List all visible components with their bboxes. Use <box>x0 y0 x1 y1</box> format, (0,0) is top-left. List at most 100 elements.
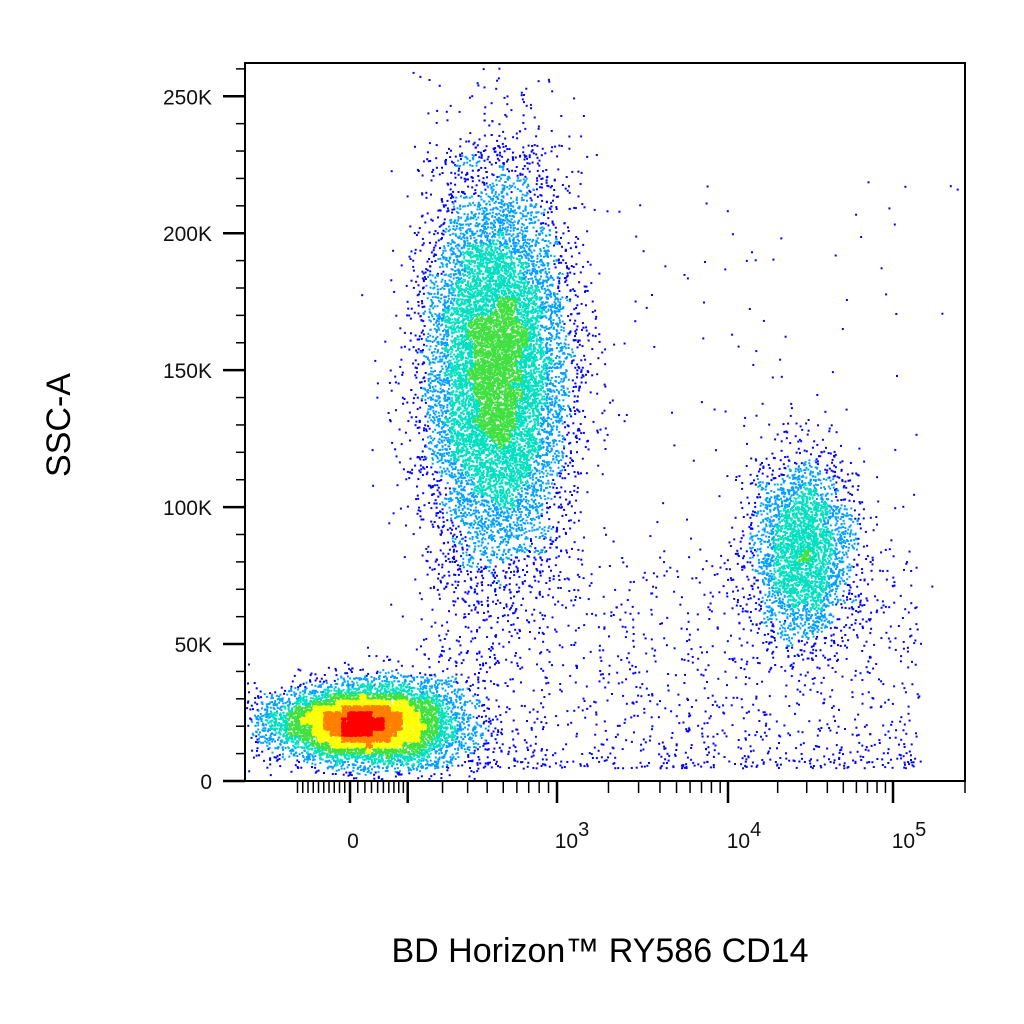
event-point <box>257 741 259 744</box>
event-point <box>759 605 762 608</box>
event-point <box>454 228 457 231</box>
event-point <box>869 618 872 621</box>
event-point <box>433 283 436 286</box>
event-point <box>422 676 424 679</box>
event-point <box>743 565 746 568</box>
event-point <box>391 670 394 673</box>
event-point <box>298 753 301 756</box>
event-point <box>585 326 588 329</box>
event-point <box>838 476 841 479</box>
event-point <box>466 746 469 749</box>
event-point <box>431 274 434 277</box>
event-point <box>255 721 258 724</box>
event-point <box>467 558 470 561</box>
event-point <box>757 510 760 513</box>
event-point <box>421 363 424 366</box>
event-point <box>425 268 428 271</box>
event-point <box>467 178 469 181</box>
event-point <box>892 576 895 579</box>
event-point <box>412 265 415 268</box>
event-point <box>861 571 864 574</box>
event-point <box>464 196 467 199</box>
event-point <box>833 455 836 458</box>
event-point <box>290 689 293 692</box>
event-point <box>514 746 517 749</box>
event-point <box>788 468 791 471</box>
event-point <box>470 555 473 558</box>
event-point <box>642 576 645 579</box>
event-point <box>505 145 507 148</box>
event-point <box>463 566 465 569</box>
event-point <box>771 452 774 455</box>
event-point <box>772 656 775 659</box>
event-point <box>549 229 551 232</box>
event-point <box>650 638 653 641</box>
event-point <box>446 528 449 531</box>
event-point <box>757 709 760 712</box>
event-point <box>547 482 550 485</box>
event-point <box>490 734 493 737</box>
event-point <box>789 442 792 445</box>
event-point <box>561 347 564 349</box>
event-point <box>468 554 471 556</box>
event-point <box>469 532 472 534</box>
event-point <box>343 678 346 681</box>
event-point <box>682 721 685 724</box>
event-point <box>421 214 424 217</box>
event-point <box>484 538 487 541</box>
event-point <box>424 424 427 427</box>
event-point <box>520 761 522 764</box>
event-point <box>907 666 910 669</box>
event-point <box>493 683 496 685</box>
event-point <box>457 159 460 162</box>
event-point <box>833 655 836 657</box>
event-point <box>709 591 712 594</box>
event-point <box>498 549 501 552</box>
event-point <box>427 378 430 380</box>
event-point <box>468 561 471 564</box>
event-point <box>462 191 465 194</box>
event-point <box>749 561 752 564</box>
event-point <box>420 680 423 683</box>
event-point <box>480 156 483 159</box>
event-point <box>564 343 567 346</box>
event-point <box>490 187 493 190</box>
event-point <box>550 205 553 208</box>
event-point <box>831 461 833 464</box>
event-point <box>900 655 903 658</box>
event-point <box>447 766 450 769</box>
event-point <box>659 556 662 559</box>
event-point <box>742 628 745 631</box>
event-point <box>499 583 502 586</box>
event-point <box>424 394 427 397</box>
event-point <box>527 555 530 558</box>
event-point <box>475 162 478 164</box>
event-point <box>705 560 708 563</box>
event-point <box>741 507 744 510</box>
event-point <box>435 166 438 169</box>
event-point <box>487 559 490 562</box>
event-point <box>931 585 934 588</box>
event-point <box>431 486 434 488</box>
event-point <box>807 637 810 639</box>
event-point <box>736 589 739 592</box>
event-point <box>413 311 416 314</box>
event-point <box>412 401 415 404</box>
event-point <box>503 186 506 189</box>
event-point <box>434 276 437 279</box>
event-point <box>444 230 447 233</box>
event-point <box>501 615 504 618</box>
event-point <box>420 337 423 340</box>
event-point <box>569 271 572 274</box>
event-point <box>894 507 897 510</box>
event-point <box>859 527 862 530</box>
event-point <box>823 486 826 489</box>
event-point <box>697 763 700 766</box>
event-point <box>436 329 438 331</box>
event-point <box>649 535 652 538</box>
event-point <box>286 693 289 696</box>
event-point <box>507 548 510 551</box>
event-point <box>827 599 830 602</box>
event-point <box>533 608 536 611</box>
event-point <box>584 381 587 384</box>
